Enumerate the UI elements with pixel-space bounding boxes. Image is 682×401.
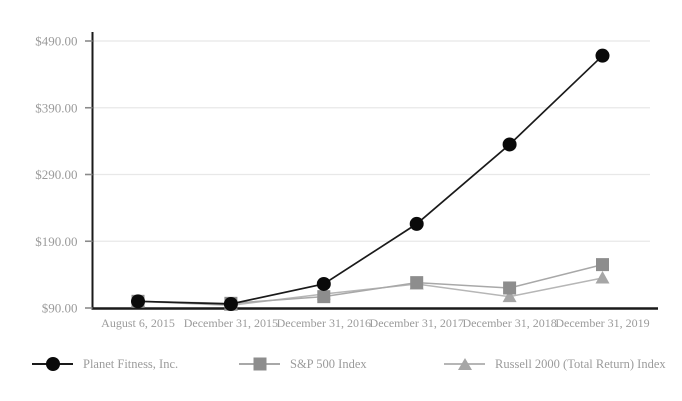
x-axis-tick-label: December 31, 2017 <box>370 316 464 330</box>
y-axis-tick-label: $390.00 <box>35 100 77 115</box>
x-axis-tick-label: December 31, 2018 <box>462 316 556 330</box>
legend-label-planet-fitness: Planet Fitness, Inc. <box>83 356 179 371</box>
circle-marker-icon <box>45 357 60 371</box>
legend-item-sp500: S&P 500 Index <box>239 356 367 372</box>
x-axis-tick-label: December 31, 2019 <box>555 316 649 330</box>
circle-marker-icon <box>409 216 424 231</box>
x-axis-tick-label: August 6, 2015 <box>101 316 175 330</box>
legend-line <box>239 357 280 371</box>
chart-legend: Planet Fitness, Inc. S&P 500 Index Russe… <box>0 348 682 382</box>
square-marker-icon <box>410 276 424 290</box>
y-axis-tick-label: $490.00 <box>35 34 77 49</box>
circle-marker-icon <box>223 296 238 311</box>
legend-label-russell2000: Russell 2000 (Total Return) Index <box>495 356 666 371</box>
legend-line <box>32 357 73 371</box>
square-marker-icon <box>253 357 266 371</box>
circle-marker-icon <box>316 276 331 291</box>
triangle-marker-icon <box>502 289 517 303</box>
series-line <box>137 263 603 305</box>
legend-item-russell2000: Russell 2000 (Total Return) Index <box>444 356 666 372</box>
square-marker-icon <box>596 258 609 272</box>
triangle-marker-icon <box>595 270 610 284</box>
x-axis-tick-label: December 31, 2016 <box>277 316 371 330</box>
y-axis-tick-label: $290.00 <box>35 167 77 182</box>
square-marker-icon <box>503 281 517 295</box>
y-axis-tick-label: $190.00 <box>35 234 77 249</box>
legend-item-planet-fitness: Planet Fitness, Inc. <box>32 356 178 372</box>
plot-area: $490.00 $390.00 $290.00 $190.00 $90.00 August… <box>35 32 658 330</box>
square-marker-icon <box>317 290 331 304</box>
x-axis-tick-label: December 31, 2015 <box>184 316 278 330</box>
circle-marker-icon <box>595 48 610 63</box>
circle-marker-icon <box>131 294 145 309</box>
legend-label-sp500: S&P 500 Index <box>290 356 367 371</box>
legend-line <box>444 358 485 370</box>
triangle-marker-icon <box>457 358 472 370</box>
y-axis-tick-label: $90.00 <box>42 301 78 316</box>
circle-marker-icon <box>502 137 517 152</box>
series-line <box>137 55 604 305</box>
